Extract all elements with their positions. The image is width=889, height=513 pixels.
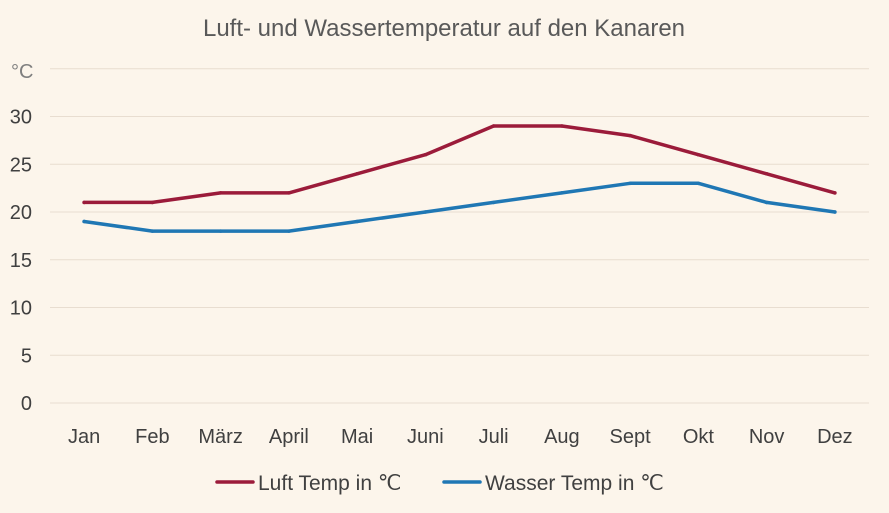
data-point (833, 191, 837, 195)
data-point (764, 172, 769, 176)
data-point (82, 200, 86, 205)
data-point (218, 229, 223, 233)
y-tick-label: 30 (10, 107, 32, 129)
x-tick-label: Juni (407, 426, 444, 448)
gridlines (50, 68, 869, 404)
series-lines (82, 124, 837, 233)
y-tick-label: 0 (21, 393, 32, 415)
series-line-wasser (82, 181, 837, 233)
data-point (150, 229, 155, 233)
x-tick-label: April (269, 426, 309, 448)
data-point (218, 191, 223, 195)
legend: Luft Temp in ℃ Wasser Temp in ℃ (215, 472, 664, 495)
y-tick-label: 10 (10, 298, 32, 320)
data-point (150, 200, 155, 205)
x-tick-label: Feb (135, 426, 169, 448)
legend-label: Wasser Temp in ℃ (485, 472, 664, 495)
data-point (491, 200, 496, 205)
data-point (355, 219, 359, 224)
data-point (833, 210, 837, 214)
data-point (628, 181, 632, 186)
legend-label: Luft Temp in ℃ (258, 472, 401, 495)
x-tick-label: Juli (479, 426, 509, 448)
y-tick-label: 15 (10, 250, 32, 272)
x-tick-label: Jan (68, 426, 100, 448)
data-point (82, 219, 86, 224)
data-point (491, 124, 496, 128)
data-point (355, 172, 359, 176)
data-point (696, 152, 701, 157)
x-tick-label: Aug (544, 426, 580, 448)
data-point (560, 124, 564, 128)
data-point (764, 200, 769, 205)
x-tick-label: März (198, 426, 242, 448)
y-axis-unit-label: °C (11, 61, 33, 83)
chart-title: Luft- und Wassertemperatur auf den Kanar… (203, 15, 685, 42)
x-tick-label: Okt (683, 426, 715, 448)
x-axis-ticks: Jan Feb März April Mai Juni Juli Aug Sept Okt Nov D… (68, 426, 853, 448)
y-tick-label: 5 (21, 345, 32, 367)
series-line-luft (82, 124, 837, 205)
data-point (423, 210, 428, 214)
data-point (287, 191, 291, 195)
y-axis-ticks: 0 5 10 15 20 25 30 (10, 107, 32, 416)
x-tick-label: Sept (610, 426, 652, 448)
data-point (287, 229, 291, 233)
y-tick-label: 25 (10, 154, 32, 176)
data-point (423, 152, 428, 157)
y-tick-label: 20 (10, 202, 32, 224)
data-point (696, 181, 701, 186)
data-point (628, 133, 632, 138)
data-point (560, 191, 564, 195)
x-tick-label: Mai (341, 426, 373, 448)
x-tick-label: Nov (749, 426, 785, 448)
x-tick-label: Dez (817, 426, 853, 448)
